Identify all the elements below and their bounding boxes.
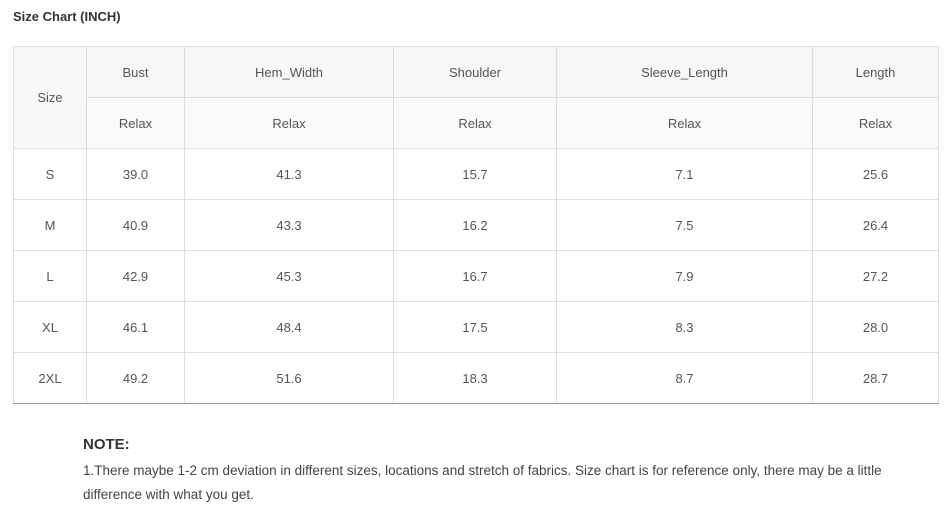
table-row: L 42.9 45.3 16.7 7.9 27.2: [13, 250, 939, 302]
size-cell: S: [13, 148, 87, 200]
header-row: Size Bust Hem_Width Shoulder Sleeve_Leng…: [13, 46, 939, 149]
sub-header-row: Relax Relax Relax Relax Relax: [14, 97, 939, 149]
sub-header-cell: Relax: [812, 97, 939, 149]
table-cell: 48.4: [184, 301, 394, 353]
table-cell: 18.3: [393, 352, 557, 404]
table-cell: 39.0: [86, 148, 185, 200]
table-cell: 41.3: [184, 148, 394, 200]
table-cell: 49.2: [86, 352, 185, 404]
table-row: M 40.9 43.3 16.2 7.5 26.4: [13, 199, 939, 251]
sub-header-cell: Relax: [393, 97, 557, 149]
sub-header-cell: Relax: [556, 97, 813, 149]
note-text: 1.There maybe 1-2 cm deviation in differ…: [83, 463, 882, 502]
table-cell: 25.6: [812, 148, 939, 200]
size-cell: 2XL: [13, 352, 87, 404]
column-header-hem-width: Hem_Width: [184, 46, 394, 98]
size-cell: M: [13, 199, 87, 251]
table-cell: 15.7: [393, 148, 557, 200]
note-title: NOTE:: [83, 436, 130, 453]
table-row: S 39.0 41.3 15.7 7.1 25.6: [13, 148, 939, 200]
size-cell: XL: [13, 301, 87, 353]
note-section: NOTE: 1.There maybe 1-2 cm deviation in …: [83, 436, 883, 507]
table-cell: 28.0: [812, 301, 939, 353]
sub-header-cell: Relax: [86, 97, 185, 149]
column-header-bust: Bust: [86, 46, 185, 98]
table-cell: 43.3: [184, 199, 394, 251]
table-cell: 45.3: [184, 250, 394, 302]
size-chart-table: Size Bust Hem_Width Shoulder Sleeve_Leng…: [13, 46, 939, 404]
table-cell: 27.2: [812, 250, 939, 302]
table-cell: 28.7: [812, 352, 939, 404]
table-cell: 7.5: [556, 199, 813, 251]
table-cell: 16.2: [393, 199, 557, 251]
size-column-header: Size: [13, 46, 87, 149]
size-cell: L: [13, 250, 87, 302]
table-cell: 7.9: [556, 250, 813, 302]
table-cell: 17.5: [393, 301, 557, 353]
table-cell: 51.6: [184, 352, 394, 404]
sub-header-cell: Relax: [184, 97, 394, 149]
table-row: XL 46.1 48.4 17.5 8.3 28.0: [13, 301, 939, 353]
table-row: 2XL 49.2 51.6 18.3 8.7 28.7: [13, 352, 939, 404]
column-header-sleeve-length: Sleeve_Length: [556, 46, 813, 98]
column-header-shoulder: Shoulder: [393, 46, 557, 98]
table-cell: 16.7: [393, 250, 557, 302]
table-cell: 8.3: [556, 301, 813, 353]
size-chart-title: Size Chart (INCH): [13, 9, 121, 24]
column-header-length: Length: [812, 46, 939, 98]
table-cell: 7.1: [556, 148, 813, 200]
table-cell: 40.9: [86, 199, 185, 251]
table-cell: 46.1: [86, 301, 185, 353]
table-cell: 42.9: [86, 250, 185, 302]
table-cell: 8.7: [556, 352, 813, 404]
table-cell: 26.4: [812, 199, 939, 251]
